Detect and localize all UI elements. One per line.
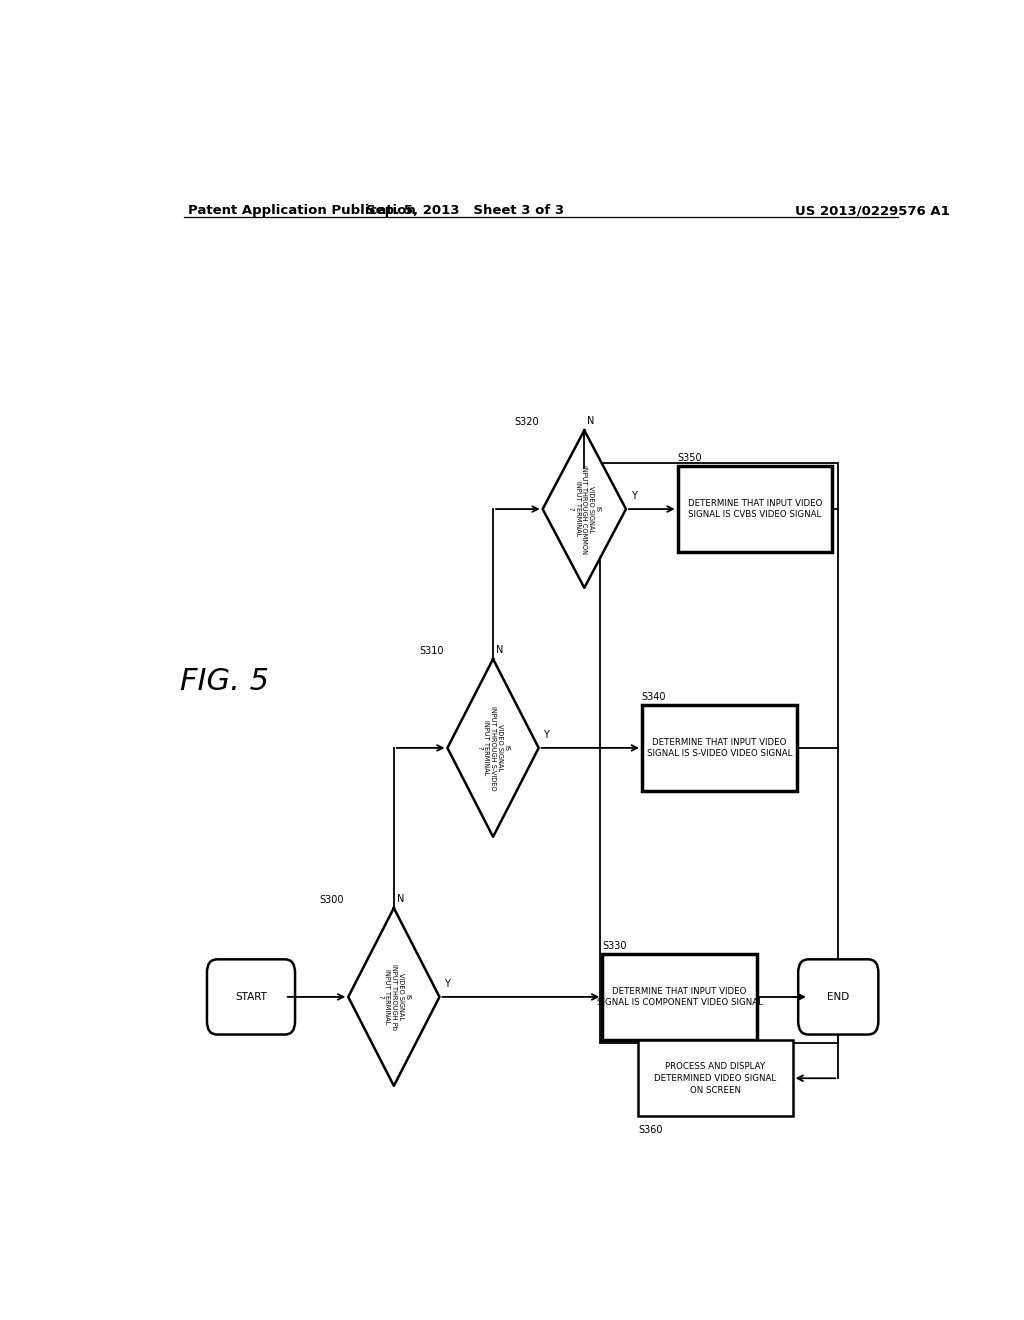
Text: START: START (236, 991, 267, 1002)
Text: DETERMINE THAT INPUT VIDEO
SIGNAL IS CVBS VIDEO SIGNAL: DETERMINE THAT INPUT VIDEO SIGNAL IS CVB… (688, 499, 822, 520)
Bar (600, 463, 839, 1043)
Text: IS
VIDEO SIGNAL
INPUT THROUGH COMMON
INPUT TERMINAL
?: IS VIDEO SIGNAL INPUT THROUGH COMMON INP… (568, 465, 601, 553)
Text: N: N (397, 894, 404, 904)
Text: DETERMINE THAT INPUT VIDEO
SIGNAL IS COMPONENT VIDEO SIGNAL: DETERMINE THAT INPUT VIDEO SIGNAL IS COM… (597, 986, 763, 1007)
FancyBboxPatch shape (207, 960, 295, 1035)
Text: END: END (827, 991, 849, 1002)
Text: S340: S340 (642, 692, 667, 702)
Text: PROCESS AND DISPLAY
DETERMINED VIDEO SIGNAL
ON SCREEN: PROCESS AND DISPLAY DETERMINED VIDEO SIG… (654, 1063, 776, 1094)
Text: S360: S360 (638, 1125, 663, 1135)
Text: N: N (497, 645, 504, 655)
Text: FIG. 5: FIG. 5 (179, 668, 268, 697)
Polygon shape (348, 908, 439, 1086)
Text: Patent Application Publication: Patent Application Publication (187, 205, 416, 216)
Text: IS
VIDEO SIGNAL
INPUT THROUGH Pb
INPUT TERMINAL
?: IS VIDEO SIGNAL INPUT THROUGH Pb INPUT T… (378, 964, 411, 1030)
Text: Y: Y (544, 730, 549, 739)
Text: S330: S330 (602, 941, 627, 950)
Bar (642, 705, 797, 791)
Text: US 2013/0229576 A1: US 2013/0229576 A1 (795, 205, 949, 216)
Polygon shape (447, 659, 539, 837)
Bar (638, 1040, 793, 1117)
Text: Y: Y (631, 491, 637, 500)
Polygon shape (543, 430, 626, 587)
Text: S300: S300 (319, 895, 344, 906)
Text: S350: S350 (678, 453, 702, 463)
Text: DETERMINE THAT INPUT VIDEO
SIGNAL IS S-VIDEO VIDEO SIGNAL: DETERMINE THAT INPUT VIDEO SIGNAL IS S-V… (646, 738, 792, 758)
Bar (602, 954, 757, 1040)
Text: N: N (588, 416, 595, 426)
Text: Sep. 5, 2013   Sheet 3 of 3: Sep. 5, 2013 Sheet 3 of 3 (367, 205, 564, 216)
Text: Y: Y (444, 979, 451, 989)
FancyBboxPatch shape (798, 960, 879, 1035)
Text: IS
VIDEO SIGNAL
INPUT THROUGH S-VIDEO
INPUT TERMINAL
?: IS VIDEO SIGNAL INPUT THROUGH S-VIDEO IN… (476, 706, 510, 791)
Text: S320: S320 (514, 417, 539, 428)
Text: S310: S310 (419, 645, 443, 656)
Bar (678, 466, 833, 552)
